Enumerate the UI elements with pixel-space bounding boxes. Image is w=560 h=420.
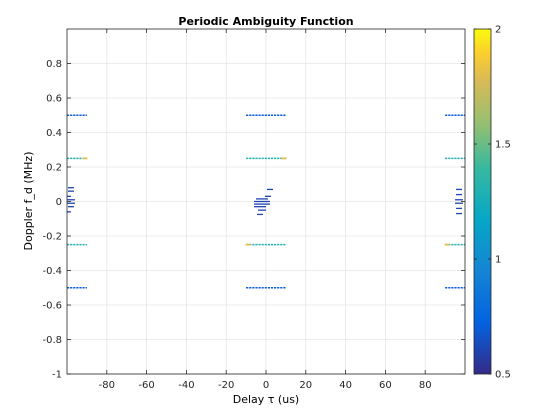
colorbar-ticks: 0.5 1 1.5 2: [474, 25, 511, 381]
y-tick-label: 0.8: [46, 59, 62, 70]
colorbar: [473, 28, 492, 375]
y-tick-label: 0: [56, 197, 62, 208]
colorbar-tick-label: 1.5: [495, 140, 511, 151]
x-tick-label: 0: [263, 380, 269, 391]
y-tick-label: -0.8: [42, 335, 62, 346]
x-tick-label: 20: [299, 380, 312, 391]
x-tick-label: -60: [138, 380, 154, 391]
y-tick-label: 0.4: [46, 128, 62, 139]
x-axis-label: Delay τ (us): [233, 393, 299, 406]
y-tick-label: 0.6: [46, 94, 62, 105]
data-marks: [67, 114, 465, 289]
x-tick-label: 80: [419, 380, 432, 391]
x-tick-label: -80: [99, 380, 115, 391]
x-tick-label: 60: [379, 380, 392, 391]
colorbar-tick-label: 1: [495, 255, 501, 266]
y-tick-label: -0.2: [42, 232, 62, 243]
x-tick-label: -20: [218, 380, 234, 391]
colorbar-tick-label: 2: [495, 25, 501, 36]
colorbar-tick-label: 0.5: [495, 370, 511, 381]
y-tick-label: -0.4: [42, 266, 62, 277]
x-axis-ticks: -80 -60 -40 -20 0 20 40 60 80: [99, 29, 432, 391]
chart-title: Periodic Ambiguity Function: [178, 15, 353, 28]
y-tick-label: 0.2: [46, 163, 62, 174]
y-axis-label: Doppler f_d (MHz): [22, 152, 35, 251]
y-axis-ticks: -1 -0.8 -0.6 -0.4 -0.2 0 0.2 0.4 0.6 0.8: [42, 59, 465, 381]
y-tick-label: -0.6: [42, 301, 62, 312]
x-tick-label: 40: [339, 380, 352, 391]
x-tick-label: -40: [178, 380, 194, 391]
y-tick-label: -1: [52, 370, 62, 381]
